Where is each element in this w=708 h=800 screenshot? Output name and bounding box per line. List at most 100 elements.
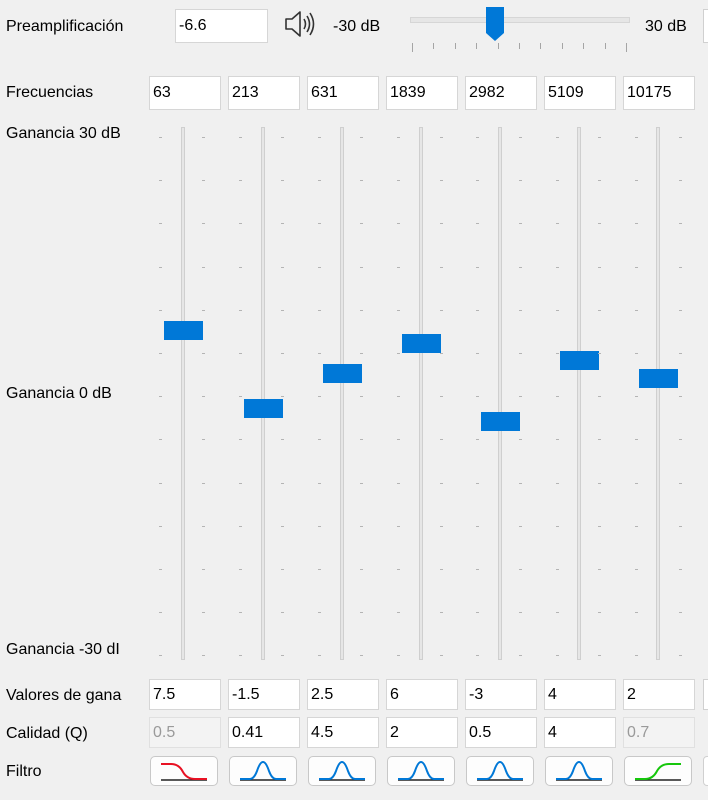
band-slider-thumb[interactable]: [481, 412, 520, 431]
gridline-dot: [202, 655, 205, 657]
preamp-slider-track[interactable]: [410, 17, 630, 23]
gridline-dot: [397, 439, 400, 441]
gridline-dot: [476, 309, 479, 311]
gridline-dot: [635, 439, 638, 441]
gain-value-field[interactable]: 7.5: [149, 679, 221, 710]
gridline-dot: [440, 525, 443, 527]
gridline-dot: [679, 266, 682, 268]
gain-value-field[interactable]: 2.5: [307, 679, 379, 710]
gridline-dot: [202, 137, 205, 138]
gain-min-label: Ganancia -30 dI: [6, 641, 120, 658]
filter-button[interactable]: [308, 756, 376, 786]
band-slider-thumb[interactable]: [639, 368, 678, 388]
band-slider-track[interactable]: [577, 127, 581, 660]
gain-max-label: Ganancia 30 dB: [6, 125, 121, 142]
gain-value-field[interactable]: -1.5: [228, 679, 300, 710]
speaker-icon[interactable]: [283, 8, 319, 40]
gridline-dot: [202, 525, 205, 527]
gridline-dot: [635, 353, 638, 354]
filter-button[interactable]: [150, 756, 218, 786]
band-slider-thumb[interactable]: [323, 364, 362, 384]
quality-field[interactable]: 2: [386, 717, 458, 748]
gridline-dot: [318, 137, 321, 138]
gridline-dot: [318, 309, 321, 311]
band-slider-track[interactable]: [261, 127, 265, 660]
gridline-dot: [440, 439, 443, 441]
gridline-dot: [679, 223, 682, 225]
gridline-dot: [476, 612, 479, 614]
gridline-dot: [281, 655, 284, 657]
filter-button[interactable]: [466, 756, 534, 786]
gridline-dot: [635, 137, 638, 138]
filter-button[interactable]: [387, 756, 455, 786]
frequency-field[interactable]: 213: [228, 76, 300, 110]
quality-field[interactable]: 0.41: [228, 717, 300, 748]
gridline-dot: [281, 439, 284, 441]
quality-field[interactable]: 4.5: [307, 717, 379, 748]
band-slider-track[interactable]: [181, 127, 185, 660]
band-slider-track[interactable]: [656, 127, 660, 660]
frequency-field[interactable]: 5109: [544, 76, 616, 110]
preamp-label: Preamplificación: [6, 18, 124, 35]
gridline-dot: [397, 137, 400, 138]
gridline-dot: [281, 353, 284, 354]
gridline-dot: [397, 353, 400, 354]
frequency-field[interactable]: 1839: [386, 76, 458, 110]
gridline-dot: [397, 569, 400, 570]
frequency-field[interactable]: 63: [149, 76, 221, 110]
gridline-dot: [360, 525, 363, 527]
preamp-slider-tick: [583, 43, 585, 49]
quality-label: Calidad (Q): [6, 725, 88, 742]
gridline-dot: [635, 525, 638, 527]
band-slider-track[interactable]: [498, 127, 502, 660]
gridline-dot: [360, 655, 363, 657]
quality-field: 0.7: [623, 717, 695, 748]
band-slider-thumb[interactable]: [164, 321, 203, 340]
band-slider-track[interactable]: [419, 127, 423, 660]
gridline-dot: [239, 612, 242, 614]
gridline-dot: [360, 137, 363, 138]
quality-field[interactable]: 4: [544, 717, 616, 748]
gridline-dot: [397, 180, 400, 182]
band-slider-thumb[interactable]: [244, 399, 283, 418]
preamp-slider-tick: [433, 43, 435, 49]
gain-value-field[interactable]: -3: [465, 679, 537, 710]
gridline-dot: [397, 223, 400, 225]
gridline-dot: [440, 569, 443, 570]
quality-field[interactable]: 0.5: [465, 717, 537, 748]
gain-value-field[interactable]: 4: [544, 679, 616, 710]
gridline-dot: [598, 396, 601, 398]
gridline-dot: [598, 569, 601, 570]
gridline-dot: [397, 525, 400, 527]
gridline-dot: [519, 137, 522, 138]
gridline-dot: [679, 180, 682, 182]
gridline-dot: [202, 569, 205, 570]
preamp-value-field[interactable]: -6.6: [175, 9, 268, 43]
gridline-dot: [440, 180, 443, 182]
filter-button[interactable]: [545, 756, 613, 786]
band-slider-thumb[interactable]: [402, 334, 441, 353]
gridline-dot: [598, 439, 601, 441]
gridline-dot: [202, 223, 205, 225]
gridline-dot: [239, 180, 242, 182]
gain-value-field[interactable]: 2: [623, 679, 695, 710]
gridline-dot: [519, 655, 522, 657]
frequency-field[interactable]: 631: [307, 76, 379, 110]
gridline-dot: [679, 655, 682, 657]
gridline-dot: [519, 309, 522, 311]
gridline-dot: [159, 180, 162, 182]
filter-button[interactable]: [624, 756, 692, 786]
preamp-slider-tick: [519, 43, 520, 49]
gridline-dot: [159, 223, 162, 225]
band-slider-track[interactable]: [340, 127, 344, 660]
gridline-dot: [679, 137, 682, 138]
gridline-dot: [281, 266, 284, 268]
frequency-field[interactable]: 2982: [465, 76, 537, 110]
band-slider-thumb[interactable]: [560, 351, 599, 371]
low-shelf-icon: [161, 763, 207, 781]
peak-icon: [240, 760, 286, 781]
filter-button[interactable]: [229, 756, 297, 786]
gain-value-field[interactable]: 6: [386, 679, 458, 710]
frequency-field[interactable]: 10175: [623, 76, 695, 110]
preamp-slider-thumb[interactable]: [485, 6, 505, 42]
